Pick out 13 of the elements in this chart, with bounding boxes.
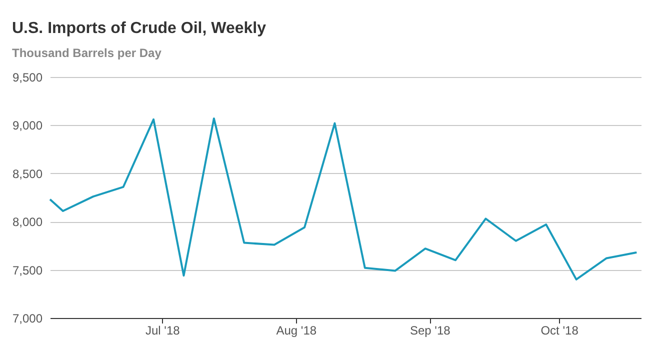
y-tick-label: 8,000 [12, 215, 43, 230]
y-tick-label: 7,500 [12, 263, 43, 278]
x-tick-label: Aug '18 [276, 324, 317, 338]
y-tick-label: 8,500 [12, 166, 43, 181]
chart-title: U.S. Imports of Crude Oil, Weekly [12, 20, 266, 37]
y-tick-label: 7,000 [12, 312, 43, 326]
x-tick-label: Sep '18 [410, 324, 451, 338]
y-tick-label: 9,500 [12, 70, 43, 84]
y-tick-label: 9,000 [12, 118, 43, 133]
x-tick-label: Oct '18 [540, 324, 579, 338]
chart-subtitle: Thousand Barrels per Day [12, 46, 162, 60]
x-tick-label: Jul '18 [146, 324, 180, 338]
line-series [49, 117, 638, 280]
